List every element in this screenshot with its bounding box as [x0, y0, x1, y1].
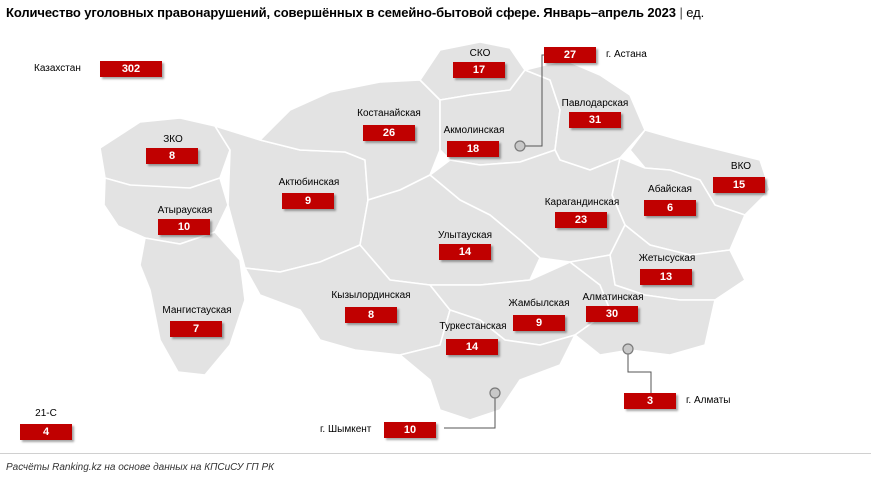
- value-karaganda: 23: [555, 212, 607, 228]
- label-almaty-city: г. Алматы: [686, 395, 731, 406]
- title-separator: |: [679, 5, 683, 20]
- label-aktobe: Актюбинская: [278, 177, 340, 188]
- label-21c: 21-С: [35, 408, 57, 419]
- value-mangystau: 7: [170, 321, 222, 337]
- label-astana: г. Астана: [606, 49, 647, 60]
- value-zhambyl: 9: [513, 315, 565, 331]
- label-kazakhstan: Казахстан: [34, 63, 81, 74]
- value-almaty-city: 3: [624, 393, 676, 409]
- label-zhetysu: Жетысуская: [638, 253, 696, 264]
- label-pavlodar: Павлодарская: [561, 98, 629, 109]
- value-21c: 4: [20, 424, 72, 440]
- label-atyrau: Атырауская: [157, 205, 213, 216]
- value-akmola: 18: [447, 141, 499, 157]
- label-zhambyl: Жамбылская: [508, 298, 570, 309]
- almaty-leader: [627, 350, 652, 396]
- page-title: Количество уголовных правонарушений, сов…: [6, 5, 704, 20]
- label-abay: Абайская: [648, 184, 692, 195]
- shymkent-leader: [444, 395, 496, 429]
- label-zko: ЗКО: [163, 134, 183, 145]
- value-aktobe: 9: [282, 193, 334, 209]
- value-sko: 17: [453, 62, 505, 78]
- value-kostanay: 26: [363, 125, 415, 141]
- source-note: Расчёты Ranking.kz на основе данных на К…: [6, 462, 275, 473]
- value-pavlodar: 31: [569, 112, 621, 128]
- value-almaty-region: 30: [586, 306, 638, 322]
- region-kostanay: [259, 79, 441, 201]
- label-vko: ВКО: [730, 161, 752, 172]
- footer-divider: [0, 453, 871, 454]
- astana-dot: [514, 140, 526, 152]
- value-zko: 8: [146, 148, 198, 164]
- value-kyzylorda: 8: [345, 307, 397, 323]
- title-unit: ед.: [686, 5, 705, 20]
- label-shymkent: г. Шымкент: [320, 424, 372, 435]
- label-mangystau: Мангистауская: [162, 305, 232, 316]
- shymkent-dot: [489, 387, 501, 399]
- value-kazakhstan: 302: [100, 61, 162, 77]
- value-abay: 6: [644, 200, 696, 216]
- label-ulytau: Улытауская: [437, 230, 493, 241]
- label-kyzylorda: Кызылординская: [331, 290, 411, 301]
- almaty-dot: [622, 343, 634, 355]
- value-vko: 15: [713, 177, 765, 193]
- label-karaganda: Карагандинская: [544, 197, 620, 208]
- label-turkestan: Туркестанская: [439, 321, 507, 332]
- region-mangystau: [139, 231, 246, 376]
- value-shymkent: 10: [384, 422, 436, 438]
- value-atyrau: 10: [158, 219, 210, 235]
- label-almaty-region: Алматинская: [582, 292, 644, 303]
- value-zhetysu: 13: [640, 269, 692, 285]
- label-sko: СКО: [469, 48, 491, 59]
- value-ulytau: 14: [439, 244, 491, 260]
- label-akmola: Акмолинская: [443, 125, 505, 136]
- value-astana: 27: [544, 47, 596, 63]
- label-kostanay: Костанайская: [357, 108, 421, 119]
- region-turkestan: [399, 309, 576, 421]
- value-turkestan: 14: [446, 339, 498, 355]
- title-text: Количество уголовных правонарушений, сов…: [6, 5, 676, 20]
